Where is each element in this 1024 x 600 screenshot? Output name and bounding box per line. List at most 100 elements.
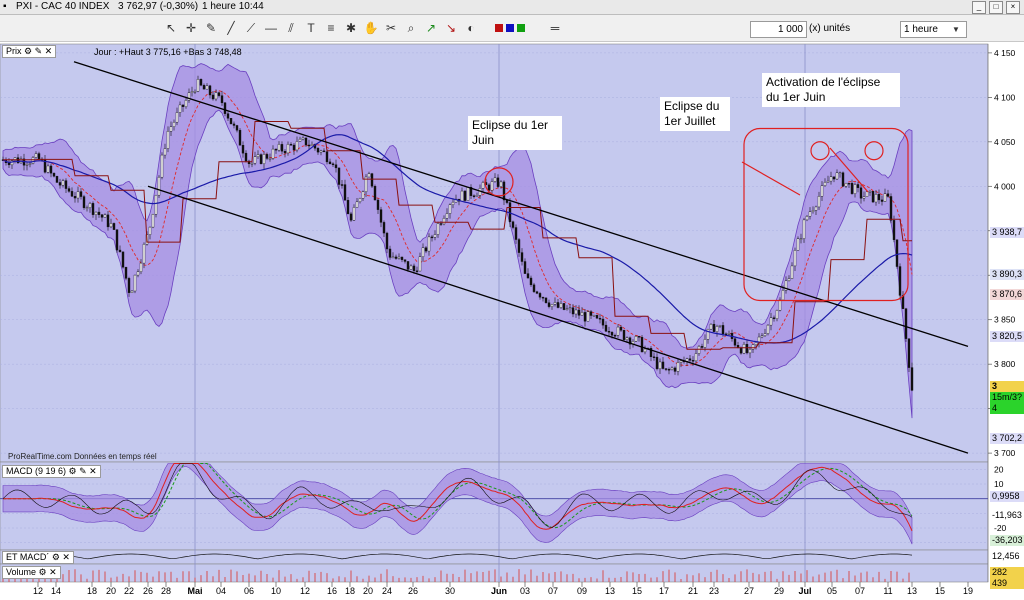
candle-body xyxy=(679,360,683,363)
x-tick-label: 26 xyxy=(143,586,153,596)
zoom-icon[interactable]: ⌕ xyxy=(407,21,415,35)
settings-icon[interactable]: ⚙ ✎ ✕ xyxy=(68,466,97,476)
candle-body xyxy=(511,221,515,228)
arrow-line xyxy=(741,161,801,196)
units-input[interactable]: 1 000 xyxy=(750,21,807,38)
candle-body xyxy=(217,92,221,96)
candle-body xyxy=(112,223,116,230)
candle-body xyxy=(697,346,701,354)
candle-body xyxy=(361,191,365,199)
candle-body xyxy=(118,249,122,253)
candle-body xyxy=(544,297,548,303)
candle-body xyxy=(247,160,251,164)
x-tick-label: 05 xyxy=(827,586,837,596)
maximize-button[interactable]: □ xyxy=(989,1,1003,14)
x-tick-label: 06 xyxy=(244,586,254,596)
ray-icon[interactable]: ⟋ xyxy=(246,21,256,35)
candle-body xyxy=(196,79,200,92)
etmacd-panel-header[interactable]: ET MACD´ ⚙ ✕ xyxy=(2,551,74,564)
settings-icon[interactable]: ⚙ ✕ xyxy=(51,552,70,562)
price-panel-header[interactable]: Prix ⚙ ✎ ✕ xyxy=(2,45,57,58)
thickness-icon[interactable]: ═ xyxy=(550,21,560,35)
candle-body xyxy=(253,156,257,164)
candle-body xyxy=(793,250,797,267)
candle-body xyxy=(184,100,188,107)
x-tick-label: Jul xyxy=(798,586,811,596)
fibonacci-icon[interactable]: ≡ xyxy=(327,21,335,35)
channel-icon[interactable]: ⫽ xyxy=(288,21,294,35)
candle-body xyxy=(301,137,305,140)
trend-down-icon[interactable]: ↘ xyxy=(445,21,457,35)
candle-body xyxy=(778,299,782,311)
candle-body xyxy=(535,291,539,294)
candle-body xyxy=(628,337,632,345)
candle-body xyxy=(586,311,590,322)
pen-icon[interactable]: ✎ xyxy=(205,21,217,35)
candle-body xyxy=(418,256,422,272)
candle-body xyxy=(580,312,584,316)
macd-panel-header[interactable]: MACD (9 19 6) ⚙ ✎ ✕ xyxy=(2,465,101,478)
candle-body xyxy=(532,284,536,292)
y-tick-label: 3 800 xyxy=(994,359,1016,369)
annotation-activation: Activation de l'éclipse du 1er Juin xyxy=(762,73,900,107)
settings-icon[interactable]: ⚙ ✕ xyxy=(38,567,57,577)
candle-body xyxy=(55,176,59,183)
color-icon[interactable] xyxy=(490,20,530,36)
candle-body xyxy=(814,206,818,211)
candle-body xyxy=(64,180,68,189)
candle-body xyxy=(853,184,857,194)
activation-marker-1 xyxy=(810,141,830,161)
instrument-title: PXI - CAC 40 INDEX xyxy=(16,1,110,12)
candle-body xyxy=(835,172,839,180)
candle-body xyxy=(781,290,785,301)
volume-layer xyxy=(2,553,913,582)
candle-body xyxy=(709,323,713,330)
text-icon[interactable]: T xyxy=(307,21,315,35)
candle-body xyxy=(541,296,545,299)
x-tick-label: 27 xyxy=(744,586,754,596)
candle-body xyxy=(562,303,566,310)
arrow-line xyxy=(829,147,869,193)
line-icon[interactable]: ╱ xyxy=(227,21,235,35)
units-select[interactable]: (x) unités xyxy=(809,23,851,34)
cursor-icon[interactable]: ↖ xyxy=(165,21,177,35)
eraser-icon[interactable]: ✂ xyxy=(385,21,397,35)
x-tick-label: Jun xyxy=(491,586,507,596)
trend-up-icon[interactable]: ↗ xyxy=(425,21,437,35)
minimize-button[interactable]: _ xyxy=(972,1,986,14)
hand-icon[interactable]: ✋ xyxy=(363,21,379,35)
candle-body xyxy=(883,193,887,202)
chevron-down-icon[interactable]: ▼ xyxy=(952,25,960,34)
candle-body xyxy=(577,309,581,316)
candle-body xyxy=(280,144,284,152)
candle-body xyxy=(436,223,440,235)
x-tick-label: 18 xyxy=(87,586,97,596)
horizontal-line-icon[interactable]: — xyxy=(265,21,277,35)
candle-body xyxy=(553,302,557,305)
crosshair-icon[interactable]: ✛ xyxy=(185,21,197,35)
candle-body xyxy=(202,85,206,90)
candle-body xyxy=(157,176,161,196)
candle-body xyxy=(460,190,464,202)
candle-body xyxy=(130,290,134,293)
macd-signal-line xyxy=(3,463,913,529)
style-icon[interactable]: ◐ xyxy=(467,21,475,35)
candle-body xyxy=(817,196,821,208)
candle-body xyxy=(7,162,11,166)
candle-body xyxy=(859,187,863,199)
candle-body xyxy=(751,344,755,350)
gann-icon[interactable]: ✱ xyxy=(345,21,357,35)
candle-body xyxy=(625,337,629,340)
price-tag-bb-mid: 3 820,5 xyxy=(990,331,1024,342)
x-tick-label: 15 xyxy=(935,586,945,596)
candle-body xyxy=(829,176,833,182)
candle-body xyxy=(661,361,665,369)
candle-body xyxy=(355,201,359,208)
volume-panel-header[interactable]: Volume ⚙ ✕ xyxy=(2,566,61,579)
settings-icon[interactable]: ⚙ ✎ ✕ xyxy=(24,46,53,56)
candle-body xyxy=(91,203,95,215)
candle-body xyxy=(379,209,383,223)
close-button[interactable]: × xyxy=(1006,1,1020,14)
interval-select[interactable]: 1 heure xyxy=(900,21,967,38)
